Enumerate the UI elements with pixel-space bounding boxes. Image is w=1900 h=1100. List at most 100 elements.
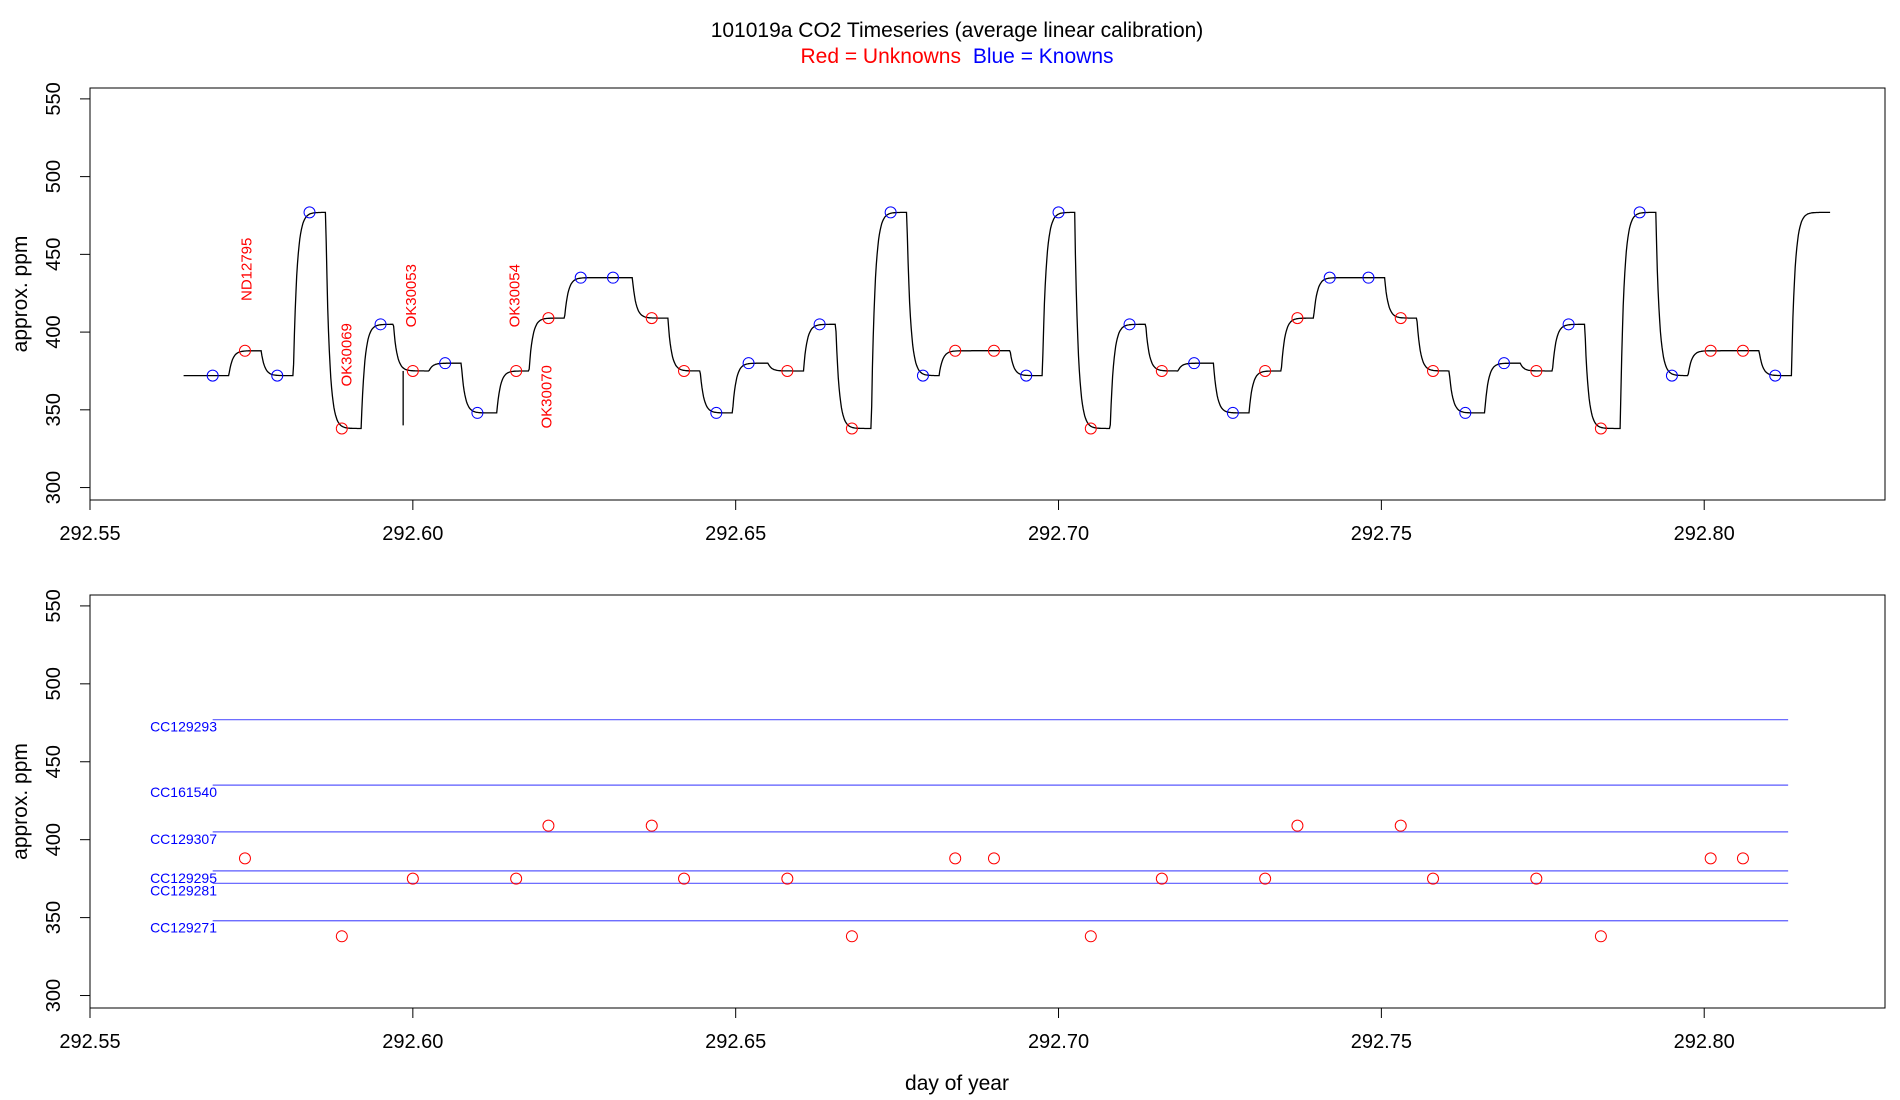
unknown-point [1594, 930, 1607, 943]
unknown-point [238, 344, 251, 357]
known-point [1362, 271, 1375, 284]
unknown-point [678, 364, 691, 377]
known-point [916, 369, 929, 382]
y-tick-label: 400 [43, 823, 65, 856]
reference-label: CC129293 [150, 719, 217, 735]
known-point [1226, 406, 1239, 419]
unknown-point [1084, 422, 1097, 435]
known-point [471, 406, 484, 419]
known-point [607, 271, 620, 284]
unknown-point [645, 819, 658, 832]
known-point [1769, 369, 1782, 382]
y-tick-label: 550 [43, 82, 65, 115]
unknown-point [542, 819, 555, 832]
sample-annotation: ND12795 [238, 238, 255, 301]
known-point [884, 206, 897, 219]
x-tick-label: 292.55 [59, 1031, 120, 1053]
sample-annotation: OK30070 [539, 365, 556, 428]
chart-subtitle: Red = Unknowns Blue = Knowns [800, 45, 1113, 68]
unknown-point [1736, 852, 1749, 865]
x-tick-label: 292.55 [59, 523, 120, 545]
unknown-point [510, 872, 523, 885]
unknown-point [678, 872, 691, 885]
unknown-point [781, 364, 794, 377]
known-point [271, 369, 284, 382]
x-tick-label: 292.60 [382, 1031, 443, 1053]
legend-knowns: Blue = Knowns [973, 45, 1114, 68]
known-point [1323, 271, 1336, 284]
plot-frame [89, 87, 1886, 501]
x-tick-label: 292.65 [705, 1031, 766, 1053]
unknown-point [406, 872, 419, 885]
unknown-point [1704, 344, 1717, 357]
unknown-point [335, 422, 348, 435]
reference-label: CC129281 [150, 882, 217, 898]
y-tick-label: 500 [43, 160, 65, 193]
y-tick-label: 300 [43, 979, 65, 1012]
unknown-point [335, 930, 348, 943]
unknown-point [1427, 872, 1440, 885]
x-tick-label: 292.75 [1351, 523, 1412, 545]
x-tick-label: 292.65 [705, 523, 766, 545]
unknown-point [1259, 364, 1272, 377]
sample-annotation: OK30054 [506, 264, 523, 327]
known-point [206, 369, 219, 382]
sample-annotation: OK30069 [339, 323, 356, 386]
reference-label: CC129307 [150, 831, 217, 847]
plot-frame [89, 594, 1886, 1009]
unknown-point [1704, 852, 1717, 865]
co2-trace-line [183, 211, 1831, 430]
x-axis-label: day of year [905, 1072, 1009, 1095]
unknown-point [1427, 364, 1440, 377]
top-panel: 300 350 400 450 500 550 292.55 292.60 292.65 292.… [9, 82, 1886, 545]
y-axis-label: approx. ppm [9, 236, 32, 353]
known-point [1459, 406, 1472, 419]
known-point [710, 406, 723, 419]
known-point [439, 357, 452, 370]
unknown-point [987, 852, 1000, 865]
unknown-point [645, 312, 658, 325]
known-point [1665, 369, 1678, 382]
reference-label: CC161540 [150, 784, 217, 800]
y-tick-label: 300 [43, 471, 65, 504]
legend-unknowns: Red = Unknowns [800, 45, 961, 68]
unknown-point [1155, 872, 1168, 885]
known-point [374, 318, 387, 331]
unknown-point [1530, 872, 1543, 885]
reference-label: CC129271 [150, 920, 217, 936]
x-tick-label: 292.70 [1028, 1031, 1089, 1053]
known-point [1633, 206, 1646, 219]
y-tick-label: 450 [43, 238, 65, 271]
unknown-point [406, 364, 419, 377]
y-tick-label: 450 [43, 745, 65, 778]
known-point [1188, 357, 1201, 370]
unknown-point [1394, 819, 1407, 832]
known-point [303, 206, 316, 219]
unknown-point [1259, 872, 1272, 885]
y-tick-label: 400 [43, 315, 65, 348]
known-point [1498, 357, 1511, 370]
unknown-point [1530, 364, 1543, 377]
unknown-point [845, 422, 858, 435]
unknown-point [510, 364, 523, 377]
unknown-point [949, 852, 962, 865]
known-point [742, 357, 755, 370]
y-tick-label: 350 [43, 901, 65, 934]
y-tick-label: 350 [43, 393, 65, 426]
known-point [574, 271, 587, 284]
unknown-point [1594, 422, 1607, 435]
unknown-point [1291, 819, 1304, 832]
sample-annotation: OK30053 [403, 264, 420, 327]
known-point [1123, 318, 1136, 331]
known-point [1052, 206, 1065, 219]
x-tick-label: 292.80 [1674, 523, 1735, 545]
y-tick-label: 550 [43, 589, 65, 622]
unknown-point [949, 344, 962, 357]
x-tick-label: 292.75 [1351, 1031, 1412, 1053]
unknown-point [1736, 344, 1749, 357]
unknown-point [1155, 364, 1168, 377]
unknown-point [542, 312, 555, 325]
unknown-point [238, 852, 251, 865]
known-point [1562, 318, 1575, 331]
chart-title: 101019a CO2 Timeseries (average linear c… [711, 19, 1204, 42]
